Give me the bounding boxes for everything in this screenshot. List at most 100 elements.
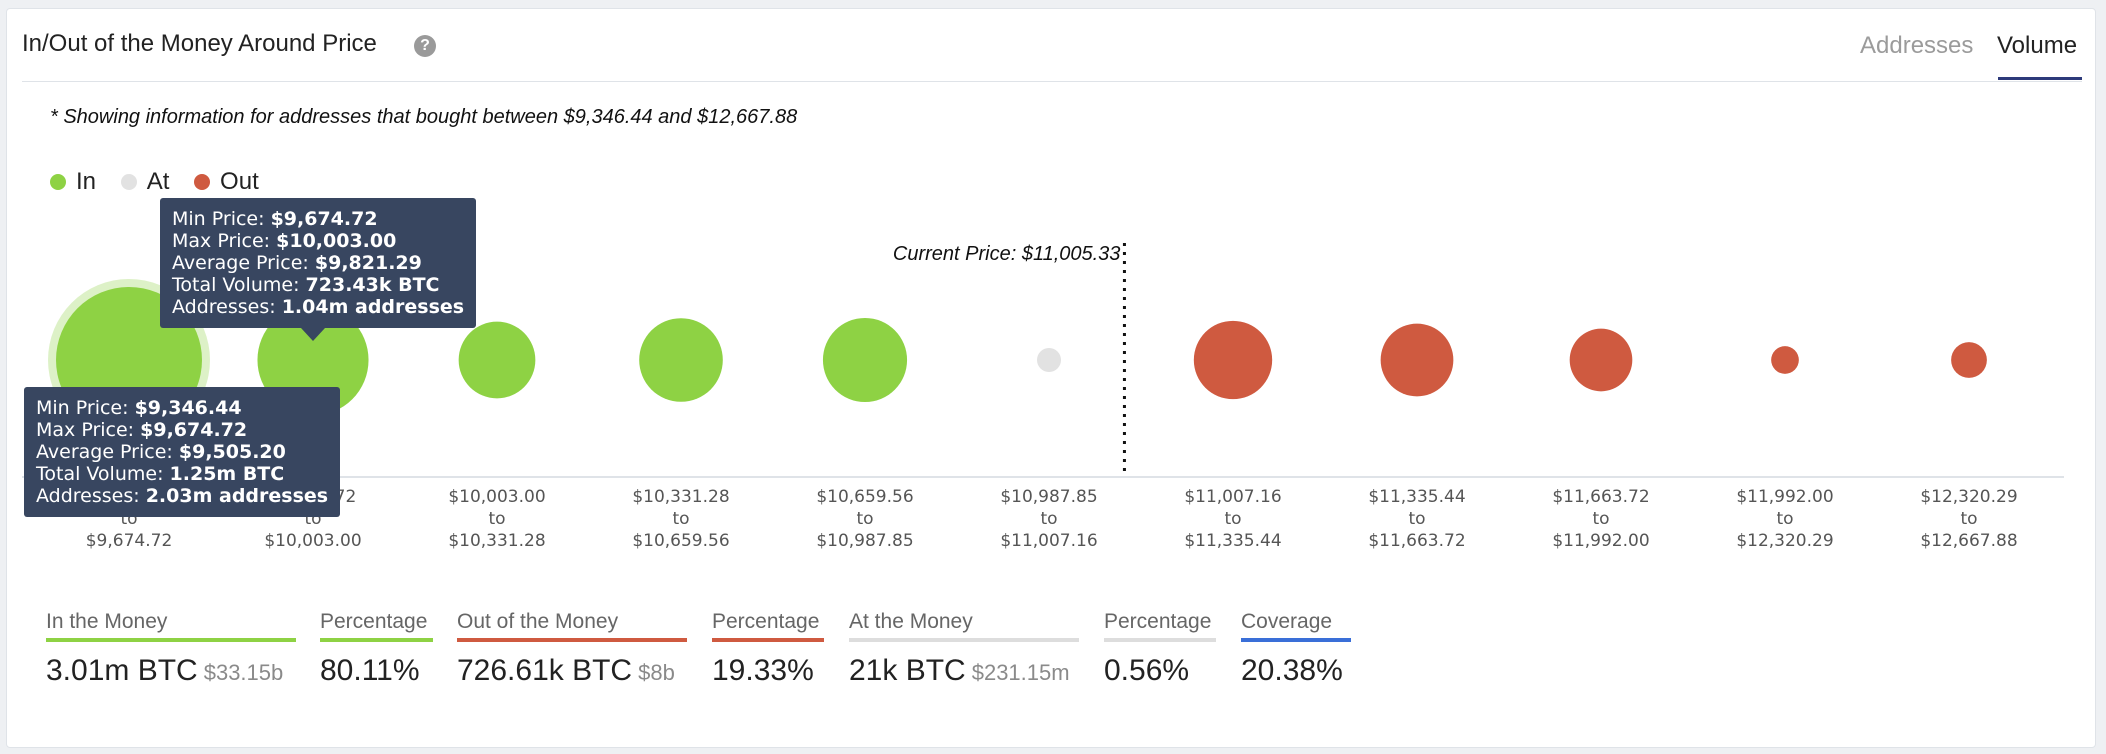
tab-addresses[interactable]: Addresses (1860, 32, 1974, 59)
tick-label-from: $11,663.72 (1552, 487, 1649, 507)
range-note: * Showing information for addresses that… (50, 106, 798, 128)
tick-label-from: $12,320.29 (1920, 487, 2017, 507)
tick-label-to: $12,667.88 (1920, 531, 2017, 551)
tick-label-to-word: to (672, 509, 689, 529)
summary-value: 80.11% (320, 654, 420, 687)
tick-label-from: $11,335.44 (1368, 487, 1465, 507)
summary-in-the-money: In the Money 3.01m BTC $33.15b (46, 610, 296, 688)
summary-value: 21k BTC $231.15m (849, 654, 1079, 688)
summary-at-percentage: Percentage 0.56% (1104, 610, 1216, 688)
tick-label-from: $10,003.00 (448, 487, 545, 507)
summary-main-value: 21k BTC (849, 654, 966, 687)
tick-label-from: $11,007.16 (1184, 487, 1281, 507)
summary-in-percentage: Percentage 80.11% (320, 610, 433, 688)
summary-sub-value: $33.15b (203, 660, 284, 685)
tooltip-value: 1.04m addresses (281, 296, 465, 318)
tooltip-value: $10,003.00 (276, 230, 397, 252)
summary-sub-value: $231.15m (971, 660, 1070, 685)
page-title: In/Out of the Money Around Price (22, 30, 377, 57)
tooltip-label: Total Volume: (172, 274, 300, 296)
summary-out-percentage: Percentage 19.33% (712, 610, 824, 688)
tick-label-from: $10,331.28 (632, 487, 729, 507)
tooltip-value: $9,505.20 (178, 441, 286, 463)
legend-item-at[interactable]: At (120, 168, 170, 196)
tick-label-to: $10,003.00 (264, 531, 361, 551)
tooltip-label: Addresses: (36, 485, 140, 507)
header-divider (22, 81, 2082, 82)
tick-label-to-word: to (1592, 509, 1609, 529)
tooltip-bucket-2: Min Price: $9,674.72 Max Price: $10,003.… (160, 198, 477, 328)
tick-label-to: $9,674.72 (86, 531, 173, 551)
tick-label-to-word: to (488, 509, 505, 529)
legend: In At Out (50, 168, 277, 197)
summary-value: 3.01m BTC $33.15b (46, 654, 296, 688)
tick-label-to: $10,331.28 (448, 531, 545, 551)
tick-label-to: $11,992.00 (1552, 531, 1649, 551)
current-price-label: Current Price: $11,005.33 (893, 243, 1121, 265)
summary-value: 0.56% (1104, 654, 1190, 687)
summary-at-the-money: At the Money 21k BTC $231.15m (849, 610, 1079, 688)
summary-label: Coverage (1241, 610, 1351, 642)
tooltip-label: Max Price: (36, 419, 135, 441)
summary-label: Out of the Money (457, 610, 687, 642)
tick-label-to: $10,659.56 (632, 531, 729, 551)
bubble-out (1380, 323, 1454, 397)
tooltip-value: $9,346.44 (134, 397, 242, 419)
tick-label-to: $11,335.44 (1184, 531, 1281, 551)
tooltip-value: 723.43k BTC (305, 274, 440, 296)
help-icon[interactable]: ? (414, 35, 436, 57)
tooltip-label: Max Price: (172, 230, 271, 252)
tick-label-to: $11,007.16 (1000, 531, 1097, 551)
summary-label: Percentage (1104, 610, 1216, 642)
summary-value: 726.61k BTC $8b (457, 654, 687, 688)
tooltip-value: $9,821.29 (314, 252, 422, 274)
legend-item-in[interactable]: In (50, 168, 96, 196)
legend-label-in: In (76, 168, 97, 195)
legend-marker-out (194, 174, 211, 190)
bubble-at (1037, 348, 1061, 372)
tick-label-from: $10,659.56 (816, 487, 913, 507)
tick-label-to-word: to (1224, 509, 1241, 529)
summary-sub-value: $8b (638, 660, 675, 685)
tooltip-arrow (301, 328, 325, 341)
bubble-out (1951, 342, 1987, 378)
tick-label-to-word: to (1960, 509, 1977, 529)
tick-label-from: $11,992.00 (1736, 487, 1833, 507)
legend-item-out[interactable]: Out (194, 168, 259, 196)
tooltip-label: Total Volume: (36, 463, 164, 485)
legend-marker-at (120, 174, 137, 190)
summary-label: Percentage (320, 610, 433, 642)
tab-volume[interactable]: Volume (1997, 32, 2078, 59)
summary-value: 20.38% (1241, 654, 1343, 687)
tick-label-to-word: to (1040, 509, 1057, 529)
bubble-in (458, 321, 536, 399)
bubble-in (822, 317, 908, 403)
bubble-in (639, 318, 723, 402)
tooltip-value: 1.25m BTC (169, 463, 285, 485)
tick-label-to: $10,987.85 (816, 531, 913, 551)
tooltip-label: Addresses: (172, 296, 276, 318)
tick-label-to: $11,663.72 (1368, 531, 1465, 551)
tooltip-value: 2.03m addresses (145, 485, 329, 507)
legend-label-at: At (146, 168, 170, 195)
summary-out-of-the-money: Out of the Money 726.61k BTC $8b (457, 610, 687, 688)
summary-main-value: 3.01m BTC (46, 654, 198, 687)
tooltip-value: $9,674.72 (140, 419, 248, 441)
tick-label-to-word: to (1408, 509, 1425, 529)
bubble-out (1569, 328, 1633, 392)
tick-label-from: $10,987.85 (1000, 487, 1097, 507)
summary-value: 19.33% (712, 654, 814, 687)
tooltip-label: Average Price: (172, 252, 309, 274)
summary-main-value: 726.61k BTC (457, 654, 633, 687)
tooltip-value: $9,674.72 (270, 208, 378, 230)
active-tab-indicator (1998, 77, 2082, 80)
tooltip-label: Min Price: (172, 208, 265, 230)
summary-label: At the Money (849, 610, 1079, 642)
summary-label: Percentage (712, 610, 824, 642)
tick-label-to-word: to (856, 509, 873, 529)
tick-label-to-word: to (1776, 509, 1793, 529)
summary-label: In the Money (46, 610, 296, 642)
tooltip-label: Average Price: (36, 441, 173, 463)
tick-label-to: $12,320.29 (1736, 531, 1833, 551)
bubble-out (1193, 320, 1273, 400)
